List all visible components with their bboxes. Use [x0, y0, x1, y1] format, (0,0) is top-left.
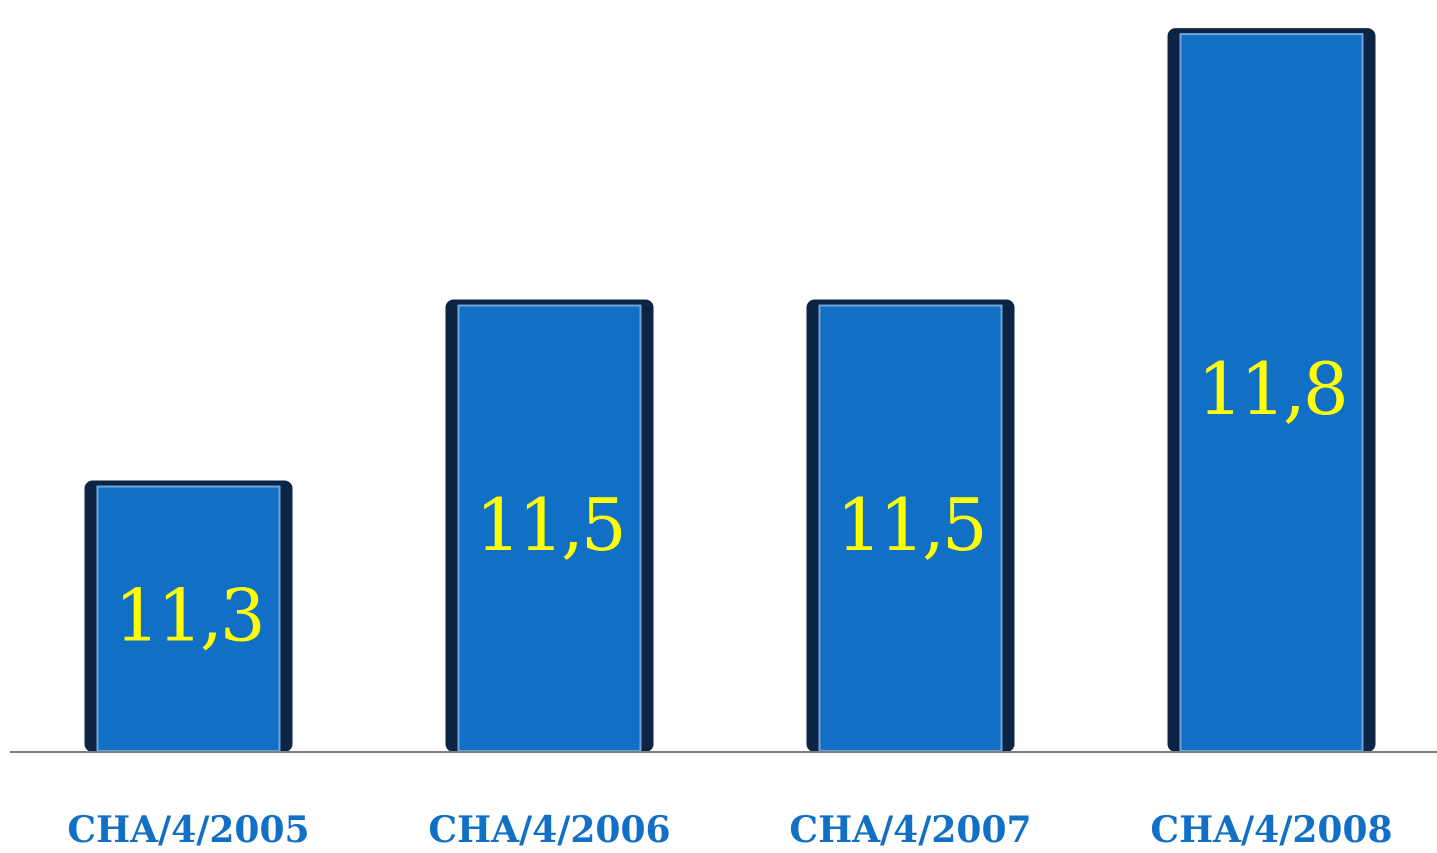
bar-CHA-4-2007: 11,5 — [806, 299, 1015, 752]
category-label: CHA/4/2005 — [67, 809, 309, 851]
bar-fill — [96, 485, 281, 752]
value-label: 11,3 — [114, 573, 262, 657]
bar-CHA-4-2005: 11,3 — [84, 480, 293, 752]
value-label: 11,5 — [475, 483, 623, 567]
category-label: CHA/4/2006 — [428, 809, 670, 851]
bars-group: 11,3 11,5 11,5 11,8 — [84, 28, 1376, 753]
category-labels-group: CHA/4/2005 CHA/4/2006 CHA/4/2007 CHA/4/2008 — [67, 809, 1392, 851]
value-label: 11,8 — [1197, 347, 1345, 431]
bar-CHA-4-2006: 11,5 — [445, 299, 654, 752]
value-label: 11,5 — [836, 483, 984, 567]
bar-fill — [457, 304, 642, 752]
bar-CHA-4-2008: 11,8 — [1167, 28, 1376, 753]
bar-fill — [818, 304, 1003, 752]
category-label: CHA/4/2007 — [789, 809, 1031, 851]
category-label: CHA/4/2008 — [1150, 809, 1392, 851]
bar-fill — [1179, 33, 1364, 753]
